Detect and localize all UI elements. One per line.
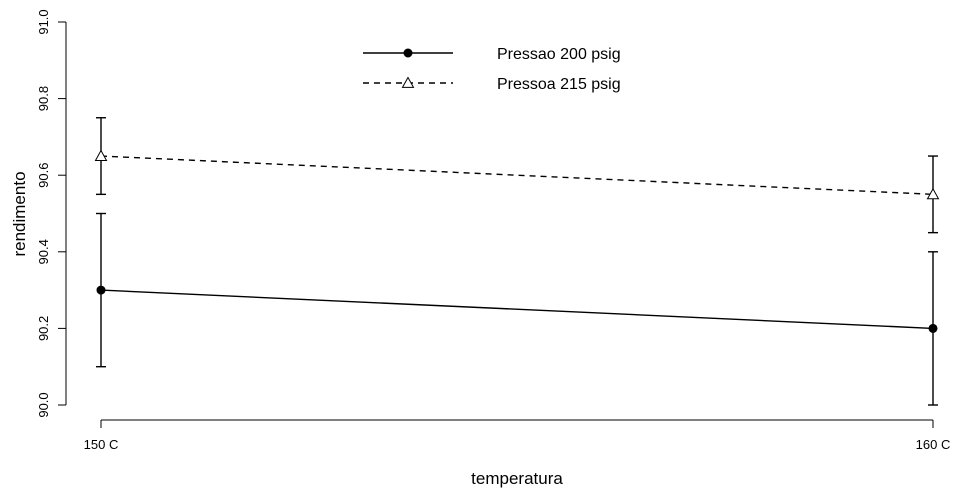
x-axis-label: temperatura [471,469,563,488]
legend-marker [403,48,413,58]
y-tick-label: 90.4 [36,239,51,264]
legend-marker [401,76,415,88]
y-tick-label: 90.8 [36,86,51,111]
x-axis: 150 C 160 C [84,419,951,452]
legend-label: Pressao 200 psig [497,46,621,63]
legend-item-1: Pressao 200 psig [363,46,621,63]
legend-item-2: Pressoa 215 psig [363,76,621,93]
data-point [928,323,938,333]
data-point [94,149,108,161]
y-axis: 90.0 90.2 90.4 90.6 90.8 91.0 [36,9,67,418]
y-tick-label: 90.0 [36,392,51,417]
x-tick-label: 150 C [84,437,119,452]
x-tick-label: 160 C [916,437,951,452]
y-tick-label: 90.6 [36,163,51,188]
series-1 [96,212,938,406]
data-point [926,187,940,200]
series-2 [94,117,940,234]
y-tick-label: 91.0 [36,9,51,34]
y-tick-label: 90.2 [36,316,51,341]
data-point [96,285,106,295]
y-axis-label: rendimento [10,171,29,256]
series-layer [94,117,940,406]
legend: Pressao 200 psig Pressoa 215 psig [363,46,621,93]
series-line [100,289,934,330]
legend-label: Pressoa 215 psig [497,76,621,93]
series-line [100,155,934,196]
